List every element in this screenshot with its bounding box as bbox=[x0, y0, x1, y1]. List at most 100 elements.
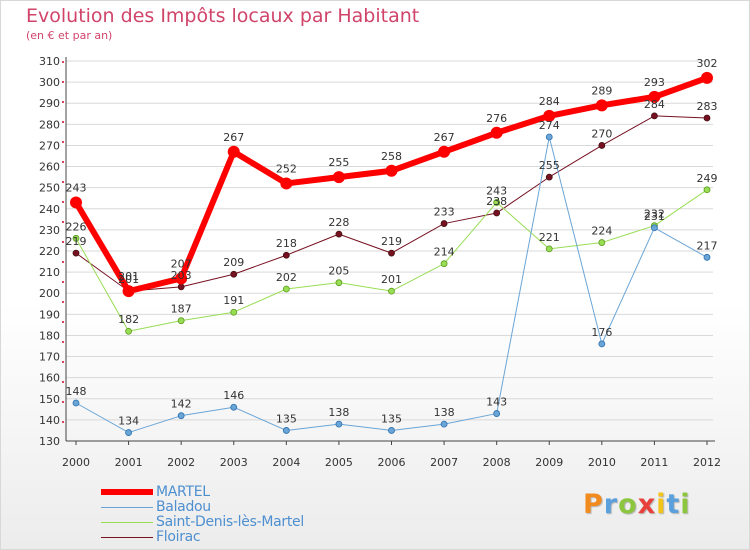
data-label: 201 bbox=[118, 270, 139, 283]
data-label: 270 bbox=[591, 127, 612, 140]
chart-title: Evolution des Impôts locaux par Habitant bbox=[26, 5, 420, 27]
data-point bbox=[598, 239, 606, 246]
y-tick-label: 310 bbox=[39, 55, 60, 68]
data-label: 252 bbox=[276, 162, 297, 175]
data-label: 233 bbox=[434, 206, 455, 219]
data-point bbox=[440, 260, 448, 268]
data-label: 243 bbox=[486, 184, 507, 197]
data-label: 255 bbox=[539, 159, 560, 172]
data-point bbox=[440, 420, 448, 428]
data-point bbox=[438, 145, 451, 158]
data-label: 187 bbox=[171, 303, 192, 316]
data-point bbox=[125, 429, 132, 436]
y-tick-label: 260 bbox=[39, 161, 60, 174]
legend-swatch bbox=[101, 507, 153, 508]
data-label: 138 bbox=[328, 406, 349, 419]
data-label: 201 bbox=[381, 273, 402, 286]
y-tick-label: 130 bbox=[39, 435, 60, 448]
data-label: 191 bbox=[223, 294, 244, 307]
y-tick-label: 170 bbox=[39, 351, 60, 364]
data-label: 276 bbox=[486, 112, 507, 125]
data-point bbox=[230, 270, 238, 278]
data-label: 284 bbox=[644, 98, 665, 111]
logo-letter: r bbox=[603, 489, 619, 520]
y-tick-label: 140 bbox=[39, 414, 60, 427]
data-label: 255 bbox=[328, 156, 349, 169]
data-label: 134 bbox=[118, 415, 139, 428]
data-point bbox=[72, 249, 80, 257]
x-tick-label: 2006 bbox=[378, 456, 406, 469]
data-label: 228 bbox=[328, 216, 349, 229]
data-label: 267 bbox=[434, 131, 455, 144]
x-tick-label: 2011 bbox=[640, 456, 668, 469]
logo-letter: x bbox=[637, 489, 657, 520]
data-point bbox=[388, 427, 395, 434]
data-label: 293 bbox=[644, 76, 665, 89]
series-lines bbox=[70, 71, 713, 436]
data-label: 142 bbox=[171, 398, 192, 411]
data-label: 217 bbox=[697, 239, 718, 252]
data-point bbox=[335, 279, 343, 287]
logo-letter: t bbox=[666, 489, 681, 520]
data-point bbox=[598, 142, 606, 149]
x-tick-label: 2012 bbox=[693, 456, 721, 469]
x-tick-label: 2009 bbox=[535, 456, 563, 469]
data-point bbox=[122, 285, 135, 298]
data-label: 143 bbox=[486, 396, 507, 409]
data-point bbox=[385, 164, 398, 177]
data-point bbox=[72, 399, 80, 407]
data-label: 148 bbox=[66, 385, 87, 398]
data-point bbox=[227, 145, 240, 158]
x-tick-label: 2002 bbox=[167, 456, 195, 469]
legend-label: MARTEL bbox=[156, 484, 210, 500]
data-label: 221 bbox=[539, 231, 560, 244]
data-point bbox=[175, 272, 188, 285]
data-label: 284 bbox=[539, 95, 560, 108]
data-point bbox=[282, 251, 290, 259]
data-label: 135 bbox=[381, 412, 402, 425]
y-tick-label: 220 bbox=[39, 245, 60, 258]
data-point bbox=[72, 234, 80, 242]
legend-swatch bbox=[101, 522, 153, 523]
data-label: 267 bbox=[223, 131, 244, 144]
data-label: 205 bbox=[328, 265, 349, 278]
data-point bbox=[545, 245, 553, 253]
y-tick-label: 290 bbox=[39, 97, 60, 110]
data-label: 232 bbox=[644, 208, 665, 221]
data-label: 226 bbox=[66, 220, 87, 233]
y-tick-label: 190 bbox=[39, 308, 60, 321]
data-label: 289 bbox=[591, 84, 612, 97]
data-label: 209 bbox=[223, 256, 244, 269]
y-tick-label: 240 bbox=[39, 203, 60, 216]
chart-subtitle: (en € et par an) bbox=[26, 29, 113, 42]
data-point bbox=[598, 340, 606, 348]
data-point bbox=[280, 177, 293, 190]
y-tick-label: 210 bbox=[39, 266, 60, 279]
data-point bbox=[545, 133, 553, 141]
data-labels: 243 201 207 267 252 255 258 267 276 284 289 293 302 1… bbox=[66, 57, 718, 428]
x-tick-label: 2008 bbox=[483, 456, 511, 469]
data-point bbox=[543, 109, 556, 122]
data-point bbox=[703, 186, 711, 194]
data-label: 302 bbox=[697, 57, 718, 70]
data-point bbox=[125, 327, 132, 335]
data-point bbox=[493, 410, 501, 417]
data-point bbox=[651, 224, 658, 232]
data-point bbox=[440, 220, 448, 227]
x-tick-label: 2004 bbox=[272, 456, 300, 469]
data-point bbox=[493, 199, 501, 206]
data-point bbox=[177, 317, 185, 325]
data-point bbox=[545, 173, 553, 181]
y-tick-label: 230 bbox=[39, 224, 60, 237]
data-label: 207 bbox=[171, 257, 192, 270]
data-label: 135 bbox=[276, 412, 297, 425]
legend-label: Baladou bbox=[156, 499, 211, 515]
data-point bbox=[335, 420, 343, 428]
data-label: 219 bbox=[381, 235, 402, 248]
data-label: 249 bbox=[697, 172, 718, 185]
data-label: 146 bbox=[223, 389, 244, 402]
data-label: 138 bbox=[434, 406, 455, 419]
legend-swatch bbox=[101, 489, 153, 495]
data-point bbox=[282, 427, 290, 434]
